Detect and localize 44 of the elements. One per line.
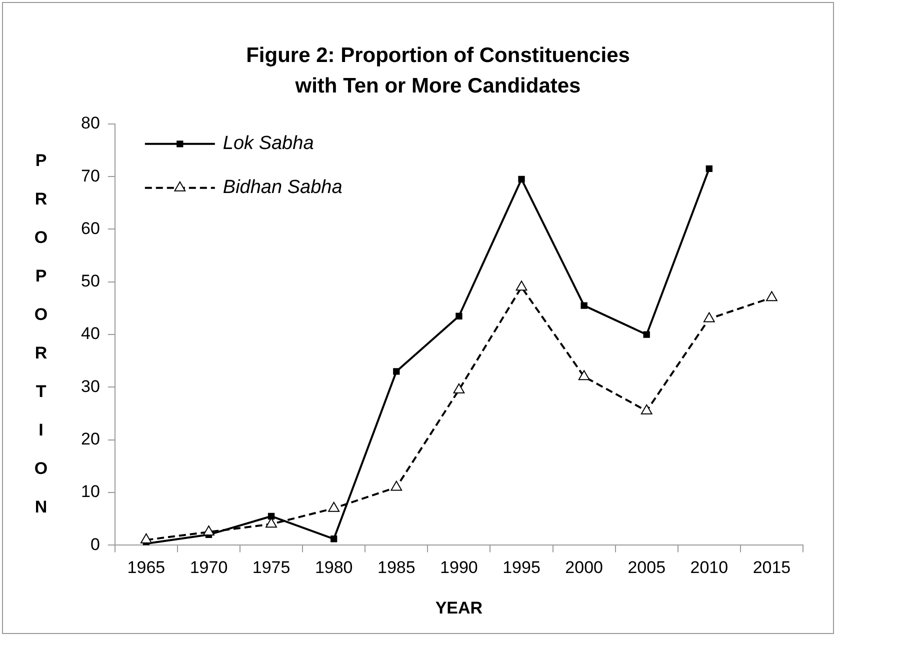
legend-label: Bidhan Sabha (222, 177, 342, 198)
x-tick-label: 2015 (752, 558, 791, 578)
y-tick-label: 80 (80, 114, 100, 133)
x-tick-label: 2000 (565, 558, 603, 578)
x-axis-title: YEAR (435, 598, 483, 618)
x-tick-label: 2005 (628, 558, 666, 578)
x-tick-label: 1970 (190, 558, 228, 578)
point (456, 312, 462, 320)
y-tick-label: 20 (80, 430, 100, 449)
point (268, 512, 275, 520)
point (703, 312, 715, 322)
x-tick-label: 1985 (377, 558, 416, 578)
point (643, 331, 650, 338)
point (766, 291, 778, 302)
point (330, 536, 338, 542)
x-tick-label: 1965 (127, 558, 166, 578)
point (390, 480, 402, 491)
x-tick-label: 1995 (502, 558, 540, 578)
point (328, 502, 340, 512)
legend-label: Lok Sabha (222, 133, 314, 154)
point (140, 533, 152, 544)
point (453, 383, 465, 394)
chart-title: Figure 2: Proportion of Constituencies with Ten or More Candidates (246, 44, 630, 98)
x-tick-label: 2010 (690, 558, 728, 578)
y-tick-label: 10 (80, 482, 100, 502)
point (706, 165, 712, 172)
x-tick-label: 1990 (440, 558, 478, 578)
y-tick-label: 0 (90, 534, 100, 554)
point (578, 370, 590, 380)
point (640, 404, 652, 414)
y-tick-label: 40 (80, 324, 100, 344)
x-tick-label: 1975 (252, 558, 290, 578)
point (203, 526, 214, 536)
y-tick-label: 30 (80, 376, 100, 396)
y-tick-label: 70 (80, 166, 100, 186)
x-tick-label: 1980 (314, 558, 353, 578)
text: PROPORTION (34, 150, 48, 516)
point (516, 280, 528, 291)
point (518, 176, 525, 183)
point (580, 302, 588, 309)
y-tick-label: 50 (80, 272, 100, 291)
point (393, 368, 400, 375)
point (266, 518, 277, 528)
y-tick-label: 60 (80, 218, 100, 238)
